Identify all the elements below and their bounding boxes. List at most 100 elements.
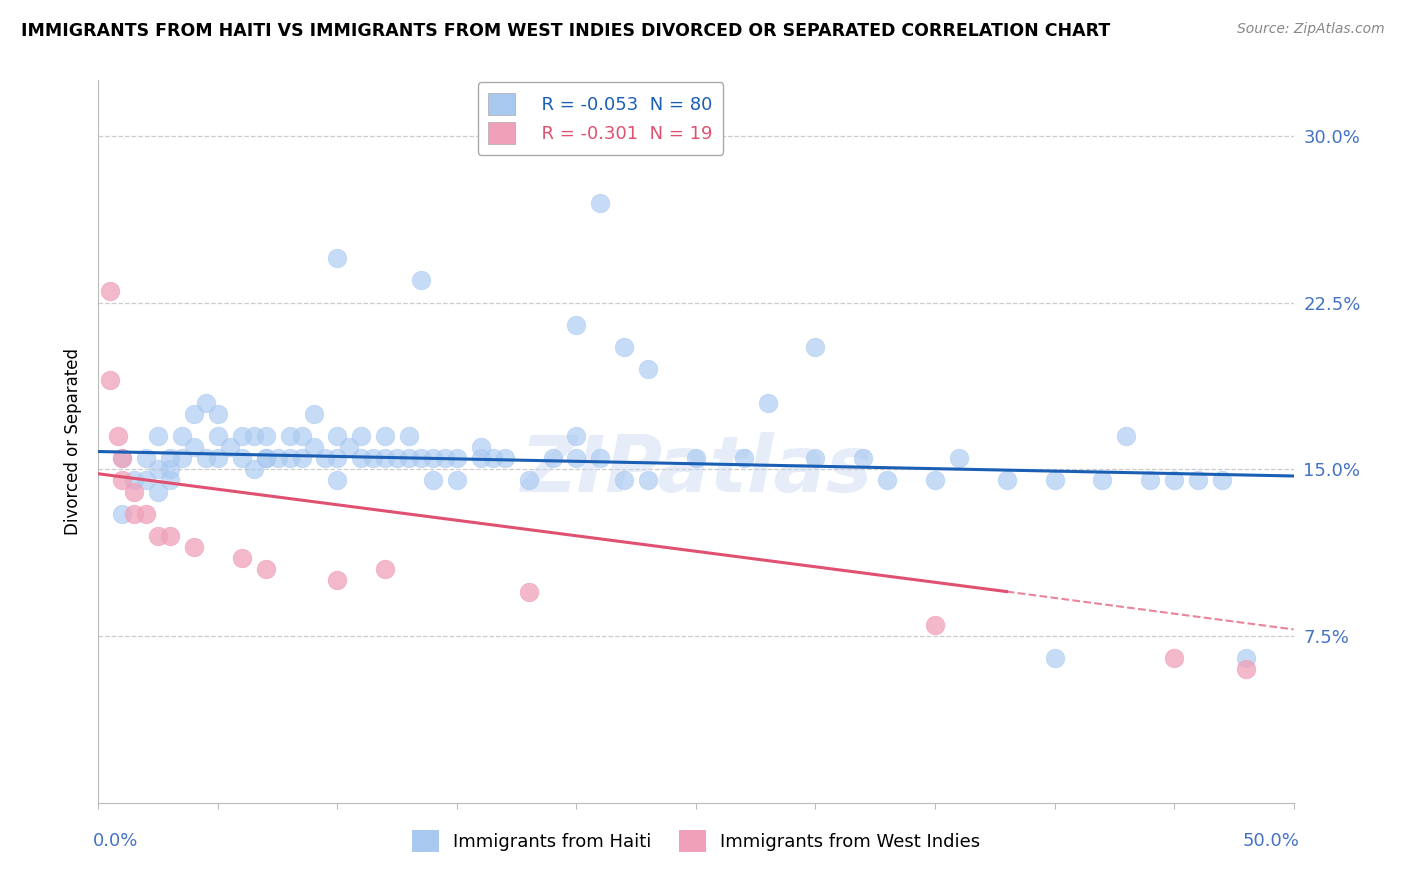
Point	[291, 451, 314, 466]
Point	[111, 451, 134, 466]
Point	[470, 451, 492, 466]
Text: 0.0%: 0.0%	[93, 832, 138, 850]
Point	[374, 451, 396, 466]
Point	[1043, 474, 1066, 488]
Point	[398, 429, 420, 443]
Point	[159, 451, 181, 466]
Legend: Immigrants from Haiti, Immigrants from West Indies: Immigrants from Haiti, Immigrants from W…	[405, 822, 987, 859]
Point	[107, 429, 129, 443]
Point	[995, 474, 1018, 488]
Point	[481, 451, 505, 466]
Point	[172, 429, 194, 443]
Point	[565, 451, 588, 466]
Point	[385, 451, 409, 466]
Point	[411, 273, 433, 287]
Point	[804, 340, 827, 354]
Point	[1163, 651, 1185, 665]
Point	[339, 440, 361, 454]
Point	[148, 529, 170, 543]
Point	[159, 529, 181, 543]
Y-axis label: Divorced or Separated: Divorced or Separated	[65, 348, 83, 535]
Point	[470, 440, 492, 454]
Point	[924, 474, 946, 488]
Point	[135, 451, 157, 466]
Point	[278, 429, 301, 443]
Point	[326, 574, 349, 588]
Point	[267, 451, 290, 466]
Point	[589, 451, 612, 466]
Point	[756, 395, 779, 409]
Point	[111, 474, 134, 488]
Point	[124, 474, 146, 488]
Point	[111, 451, 134, 466]
Point	[254, 451, 277, 466]
Point	[254, 429, 277, 443]
Point	[411, 451, 433, 466]
Point	[398, 451, 420, 466]
Point	[350, 429, 373, 443]
Point	[1139, 474, 1161, 488]
Point	[446, 474, 468, 488]
Point	[148, 484, 170, 499]
Point	[183, 540, 205, 554]
Point	[541, 451, 564, 466]
Point	[1043, 651, 1066, 665]
Text: IMMIGRANTS FROM HAITI VS IMMIGRANTS FROM WEST INDIES DIVORCED OR SEPARATED CORRE: IMMIGRANTS FROM HAITI VS IMMIGRANTS FROM…	[21, 22, 1111, 40]
Point	[1211, 474, 1233, 488]
Point	[876, 474, 898, 488]
Point	[733, 451, 755, 466]
Point	[159, 474, 181, 488]
Point	[302, 407, 325, 421]
Point	[231, 551, 253, 566]
Text: ZIPatlas: ZIPatlas	[520, 433, 872, 508]
Point	[326, 429, 349, 443]
Point	[422, 451, 444, 466]
Point	[243, 429, 266, 443]
Point	[135, 474, 157, 488]
Point	[195, 451, 218, 466]
Point	[1091, 474, 1114, 488]
Point	[326, 251, 349, 265]
Point	[804, 451, 827, 466]
Point	[278, 451, 301, 466]
Point	[637, 474, 659, 488]
Point	[231, 429, 253, 443]
Point	[135, 507, 157, 521]
Point	[1115, 429, 1137, 443]
Point	[494, 451, 516, 466]
Point	[183, 407, 205, 421]
Point	[254, 451, 277, 466]
Point	[207, 451, 229, 466]
Point	[517, 584, 540, 599]
Point	[852, 451, 875, 466]
Point	[98, 373, 122, 387]
Point	[589, 195, 612, 210]
Point	[326, 474, 349, 488]
Point	[124, 507, 146, 521]
Point	[924, 618, 946, 632]
Text: Source: ZipAtlas.com: Source: ZipAtlas.com	[1237, 22, 1385, 37]
Point	[148, 429, 170, 443]
Point	[243, 462, 266, 476]
Point	[159, 462, 181, 476]
Point	[637, 362, 659, 376]
Point	[446, 451, 468, 466]
Point	[148, 462, 170, 476]
Point	[1163, 474, 1185, 488]
Point	[434, 451, 457, 466]
Point	[326, 451, 349, 466]
Point	[1187, 474, 1209, 488]
Point	[111, 507, 134, 521]
Point	[1234, 651, 1257, 665]
Point	[363, 451, 385, 466]
Point	[195, 395, 218, 409]
Point	[124, 484, 146, 499]
Point	[374, 429, 396, 443]
Point	[613, 340, 636, 354]
Point	[422, 474, 444, 488]
Point	[207, 429, 229, 443]
Point	[374, 562, 396, 576]
Point	[350, 451, 373, 466]
Point	[948, 451, 970, 466]
Point	[254, 562, 277, 576]
